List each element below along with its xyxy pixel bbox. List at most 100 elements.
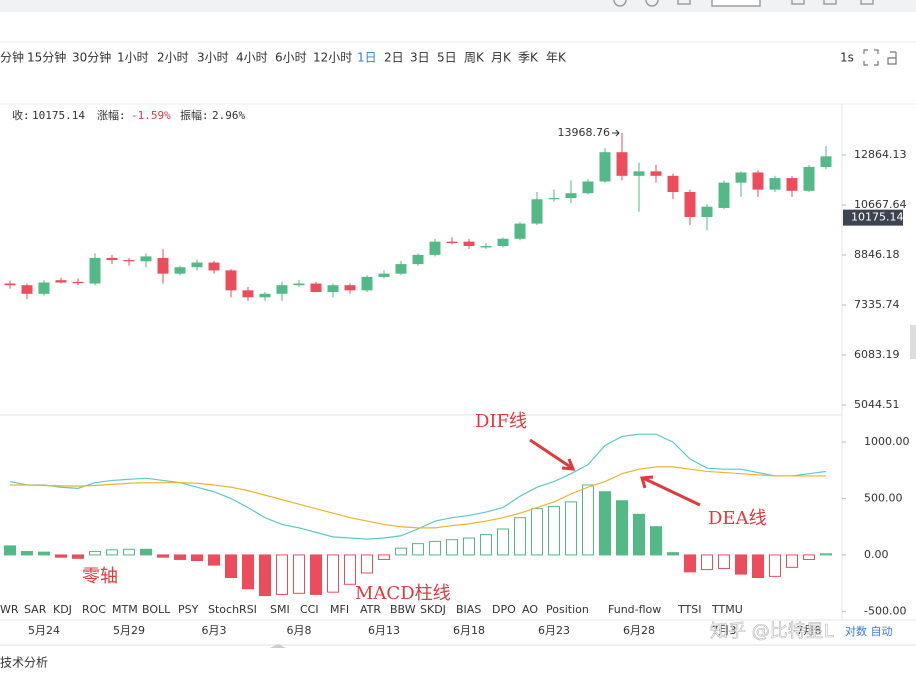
- indicator-tab[interactable]: AO: [522, 603, 538, 616]
- candle-body: [565, 193, 577, 199]
- collapse-handle[interactable]: [270, 644, 286, 648]
- macd-bar: [565, 501, 577, 556]
- indicator-tab[interactable]: TTSI: [677, 603, 701, 616]
- candle-body: [378, 273, 390, 277]
- macd-bar: [106, 549, 118, 556]
- annotation: DEA线: [708, 508, 767, 529]
- candle-body: [786, 178, 798, 191]
- interval-button[interactable]: 周K: [464, 51, 485, 65]
- indicator-tab[interactable]: SMI: [270, 603, 290, 616]
- indicator-tab[interactable]: MTM: [112, 603, 138, 616]
- macd-bar: [140, 548, 152, 556]
- macd-bar: [480, 534, 492, 556]
- candle-body: [72, 281, 84, 284]
- interval-button[interactable]: 30分钟: [72, 50, 111, 65]
- x-tick-label: 6月28: [623, 624, 655, 637]
- macd-line: [9, 433, 827, 540]
- candle-body: [361, 276, 373, 291]
- interval-button[interactable]: 分钟: [0, 50, 24, 65]
- candle-body: [769, 178, 781, 190]
- macd-bar: [514, 517, 526, 556]
- candle-body: [531, 199, 543, 224]
- candle-body: [140, 256, 152, 262]
- interval-button[interactable]: 5日: [437, 51, 457, 65]
- last-price-box: [843, 209, 903, 226]
- indicator-tab[interactable]: Fund-flow: [608, 603, 661, 616]
- candle-body: [106, 257, 118, 261]
- indicator-tab[interactable]: StochRSI: [208, 603, 257, 616]
- macd-bar: [616, 500, 628, 556]
- y-tick-label: 6083.19: [854, 348, 900, 361]
- candle-body: [599, 152, 611, 182]
- interval-button[interactable]: 4小时: [236, 51, 268, 65]
- interval-button[interactable]: 年K: [546, 51, 567, 65]
- macd-bar: [769, 554, 781, 577]
- interval-button[interactable]: 1小时: [117, 51, 149, 65]
- x-tick-label: 6月8: [287, 624, 312, 637]
- x-tick-label: 6月23: [538, 624, 570, 637]
- candle-body: [701, 206, 713, 217]
- y-tick-label: 12864.13: [854, 148, 907, 161]
- interval-button[interactable]: 3日: [410, 51, 430, 65]
- indicator-tab[interactable]: ROC: [82, 603, 106, 616]
- x-tick-label: 5月29: [113, 624, 145, 637]
- axis-mode[interactable]: 对数 自动: [845, 624, 893, 638]
- interval-button[interactable]: 2小时: [157, 51, 189, 65]
- indicator-tab[interactable]: CCI: [300, 603, 319, 616]
- macd-line: [10, 466, 826, 529]
- change: -1.59%: [131, 109, 171, 122]
- candle-body: [480, 245, 492, 248]
- candle-body: [225, 270, 237, 291]
- footer[interactable]: 技术分析: [0, 656, 48, 670]
- candle-body: [259, 293, 271, 298]
- indicator-tab[interactable]: BIAS: [456, 603, 481, 616]
- interval-button[interactable]: 2日: [384, 51, 404, 65]
- candle-body: [650, 171, 662, 176]
- candle-body: [735, 172, 747, 183]
- interval-button[interactable]: 月K: [491, 51, 512, 65]
- candle-body: [395, 264, 407, 274]
- candle-body: [123, 260, 135, 262]
- toolbar-icons[interactable]: [863, 49, 897, 66]
- indicator-tab[interactable]: PSY: [178, 603, 199, 616]
- interval-button[interactable]: 6小时: [275, 51, 307, 65]
- macd-bar: [21, 551, 33, 556]
- indicator-tab[interactable]: KDJ: [53, 603, 72, 616]
- macd-bar: [633, 513, 645, 556]
- indicator-tab[interactable]: MFI: [330, 603, 349, 616]
- interval-button[interactable]: 15分钟: [27, 50, 66, 65]
- x-tick-label: 7月8: [797, 624, 822, 637]
- macd-bar: [718, 554, 730, 569]
- indicator-tab[interactable]: SKDJ: [420, 603, 446, 616]
- macd-bar: [820, 553, 832, 556]
- candle-body: [582, 181, 594, 194]
- interval-button[interactable]: 12小时: [313, 51, 352, 65]
- interval-button[interactable]: 3小时: [197, 51, 229, 65]
- indicator-tab[interactable]: BBW: [390, 603, 416, 616]
- macd-bar: [395, 547, 407, 556]
- indicator-tab[interactable]: SAR: [24, 603, 47, 616]
- indicator-tab[interactable]: WR: [0, 603, 19, 616]
- y-tick-label: 5044.51: [854, 398, 900, 411]
- speed[interactable]: 1s: [840, 51, 854, 65]
- candle-body: [548, 198, 560, 200]
- macd-bar: [684, 554, 696, 573]
- candle-body: [820, 156, 832, 167]
- annotation: MACD柱线: [355, 583, 451, 604]
- y-tick-label: -500.00: [864, 604, 906, 617]
- indicator-tab[interactable]: DPO: [492, 603, 516, 616]
- y-tick-label: 0.00: [864, 548, 889, 561]
- indicator-tab[interactable]: BOLL: [142, 603, 171, 616]
- indicator-tab[interactable]: Position: [546, 603, 589, 616]
- side-handle[interactable]: [910, 325, 916, 359]
- indicator-tab[interactable]: ATR: [360, 603, 381, 616]
- macd-bar: [599, 491, 611, 556]
- macd-bar: [55, 554, 67, 558]
- indicator-tab[interactable]: TTMU: [711, 603, 743, 616]
- candle-body: [752, 172, 764, 190]
- interval-button[interactable]: 季K: [518, 51, 539, 65]
- interval-button[interactable]: 1日: [357, 51, 377, 65]
- macd-bar: [548, 505, 560, 556]
- macd-bar: [72, 554, 84, 559]
